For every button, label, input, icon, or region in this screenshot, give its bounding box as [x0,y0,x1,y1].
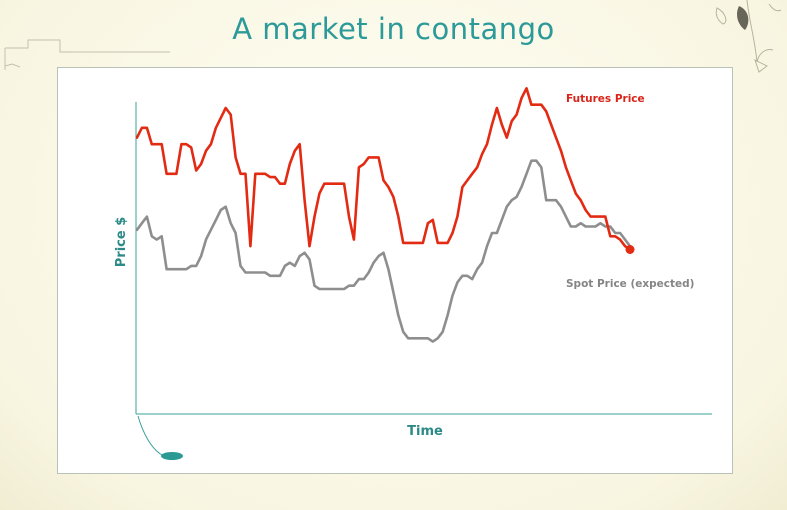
decorative-sketch-top-left [4,39,170,70]
slide-title: A market in contango [232,12,555,46]
spot-price-label: Spot Price (expected) [566,278,694,290]
decorative-squiggle [137,415,163,456]
futures-price-end-point [625,245,635,254]
spot-price-line [135,159,632,343]
y-axis-label: Price $ [114,217,129,268]
futures-price-line [135,87,632,251]
decorative-plant-top-right [715,0,782,73]
futures-price-label: Futures Price [566,93,645,105]
x-axis-label: Time [407,424,443,439]
decorative-leaf [161,452,183,460]
